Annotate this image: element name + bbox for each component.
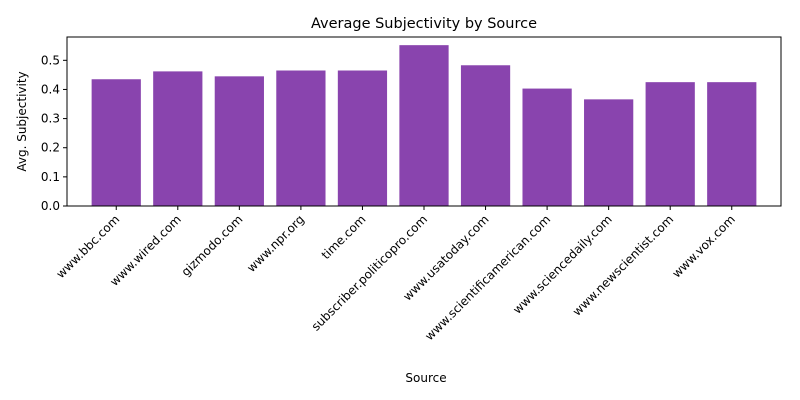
bar-www.scientificamerican.com [522, 88, 572, 206]
x-tick-label: www.newscientist.com [570, 212, 676, 318]
x-tick-label: www.npr.org [244, 212, 307, 275]
bar-www.vox.com [707, 82, 757, 206]
bars-group [91, 45, 757, 207]
plot-frame [66, 36, 782, 207]
bar-time.com [337, 70, 388, 206]
y-tick-label: 0.4 [41, 82, 60, 96]
chart-title: Average Subjectivity by Source [311, 16, 537, 32]
x-axis-title: Source [405, 371, 446, 385]
bar-www.npr.org [276, 70, 326, 206]
bar-www.newscientist.com [645, 82, 695, 206]
y-tick-label: 0.5 [41, 53, 60, 67]
x-tick-label: www.sciencedaily.com [510, 212, 614, 316]
x-tick-label: time.com [319, 212, 369, 262]
x-tick-label: www.bbc.com [53, 212, 122, 281]
bar-www.bbc.com [91, 79, 141, 206]
bar-subscriber.politicopro.com [399, 45, 449, 207]
y-tick-label: 0.1 [41, 170, 60, 184]
bar-www.usatoday.com [460, 65, 511, 206]
y-tick-label: 0.3 [41, 112, 60, 126]
x-tick-label: www.scientificamerican.com [422, 212, 553, 343]
x-tick-label: gizmodo.com [179, 212, 246, 279]
x-axis: www.bbc.comwww.wired.comgizmodo.comwww.n… [53, 206, 738, 343]
bar-www.wired.com [153, 71, 203, 207]
bar-www.sciencedaily.com [584, 99, 634, 206]
x-tick-label: subscriber.politicopro.com [309, 212, 430, 333]
y-tick-label: 0.0 [41, 199, 60, 213]
y-tick-label: 0.2 [41, 141, 60, 155]
bar-gizmodo.com [214, 76, 264, 206]
y-axis-title: Avg. Subjectivity [15, 71, 29, 171]
y-axis: 0.0 0.1 0.2 0.3 0.4 0.5 [41, 53, 67, 213]
x-tick-label: www.vox.com [669, 212, 737, 280]
